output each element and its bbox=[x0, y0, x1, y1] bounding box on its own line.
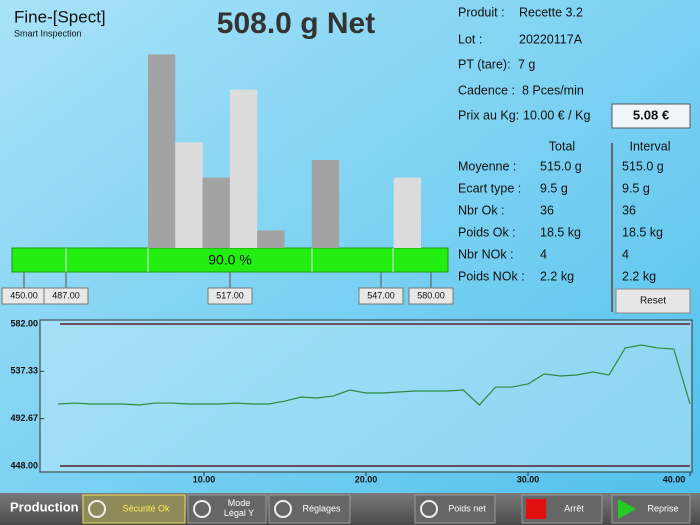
x-tick-label: 10.00 bbox=[193, 474, 216, 484]
tagline: Smart Inspection bbox=[14, 28, 82, 38]
button-label: Mode Légal Y bbox=[224, 498, 254, 518]
stats-label: Poids Ok : bbox=[458, 225, 516, 239]
stop-icon bbox=[526, 499, 546, 519]
ok-ratio: 90.0 % bbox=[208, 252, 252, 268]
limit-label: 580.00 bbox=[417, 290, 445, 300]
histogram-bar bbox=[175, 142, 203, 248]
stats-label: Nbr Ok : bbox=[458, 203, 505, 217]
histogram-bar bbox=[311, 160, 340, 248]
limit-box bbox=[358, 287, 404, 305]
reset-label: Reset bbox=[640, 296, 666, 307]
play-icon bbox=[618, 499, 636, 519]
y-tick-label: 448.00 bbox=[10, 460, 38, 470]
toolbar-button[interactable] bbox=[268, 494, 351, 524]
toolbar-button[interactable] bbox=[611, 494, 691, 524]
stats-label: Ecart type : bbox=[458, 181, 521, 195]
stats-label: Poids NOk : bbox=[458, 269, 525, 283]
info-label: Lot : bbox=[458, 32, 482, 46]
mode: Production bbox=[10, 499, 79, 514]
button-label: Arrêt bbox=[564, 503, 584, 513]
button-label: Réglages bbox=[302, 503, 341, 513]
button-icon bbox=[420, 500, 438, 518]
button-icon bbox=[88, 500, 106, 518]
stats-interval: 36 bbox=[622, 203, 636, 217]
stats-total: 36 bbox=[540, 203, 554, 217]
net-weight: 508.0 g Net bbox=[217, 7, 375, 40]
button-label: Poids net bbox=[448, 503, 486, 513]
x-tick-label: 30.00 bbox=[517, 474, 540, 484]
info-value: 8 Pces/min bbox=[522, 83, 584, 97]
button-label: Reprise bbox=[647, 503, 678, 513]
limit-box bbox=[408, 287, 454, 305]
toolbar-button[interactable] bbox=[187, 494, 267, 524]
limit-label: 517.00 bbox=[216, 290, 244, 300]
stats-total: 18.5 kg bbox=[540, 225, 581, 239]
logo: Fine-[Spect] bbox=[14, 7, 106, 26]
stats-interval: 515.0 g bbox=[622, 159, 664, 173]
info-label: PT (tare): bbox=[458, 57, 511, 71]
info-label: Cadence : bbox=[458, 83, 515, 97]
limit-label: 547.00 bbox=[367, 290, 395, 300]
stats-label: Nbr NOk : bbox=[458, 247, 514, 261]
price-box bbox=[611, 103, 691, 129]
stats-interval: 9.5 g bbox=[622, 181, 650, 195]
stats-interval: 2.2 kg bbox=[622, 269, 656, 283]
info-value: 20220117A bbox=[519, 32, 583, 46]
weight-line bbox=[58, 344, 691, 406]
stats-interval: 18.5 kg bbox=[622, 225, 663, 239]
stats-total: 515.0 g bbox=[540, 159, 582, 173]
histogram-bar bbox=[202, 177, 230, 248]
limit-box bbox=[207, 287, 253, 305]
histogram-bar bbox=[257, 230, 285, 248]
stats-label: Moyenne : bbox=[458, 159, 516, 173]
info-value: 10.00 € / Kg bbox=[523, 108, 590, 122]
histogram-bar bbox=[393, 177, 421, 248]
info-value: Recette 3.2 bbox=[519, 5, 583, 19]
reset-button[interactable] bbox=[615, 288, 691, 314]
info-label: Produit : bbox=[458, 5, 505, 19]
button-icon bbox=[274, 500, 292, 518]
y-tick-label: 492.67 bbox=[10, 413, 38, 423]
y-tick-label: 537.33 bbox=[10, 366, 38, 376]
histogram-bar bbox=[148, 54, 176, 249]
histogram-bar bbox=[229, 89, 258, 248]
stats-total: 2.2 kg bbox=[540, 269, 574, 283]
info-label: Prix au Kg: bbox=[458, 108, 519, 122]
limit-box bbox=[43, 287, 89, 305]
stats-total: 9.5 g bbox=[540, 181, 568, 195]
button-label: Sécurité Ok bbox=[122, 503, 170, 513]
stats-header: Total bbox=[549, 139, 575, 153]
y-tick-label: 582.00 bbox=[10, 318, 38, 328]
stats-interval: 4 bbox=[622, 247, 629, 261]
button-icon bbox=[193, 500, 211, 518]
toolbar-button[interactable] bbox=[82, 494, 186, 524]
stats-header: Interval bbox=[630, 139, 671, 153]
limit-label: 487.00 bbox=[52, 290, 80, 300]
x-tick-label: 20.00 bbox=[355, 474, 378, 484]
x-tick-label: 40.00 bbox=[663, 474, 686, 484]
info-value: 7 g bbox=[518, 57, 535, 71]
plot-area bbox=[39, 319, 693, 473]
price: 5.08 € bbox=[633, 107, 669, 122]
toolbar-button[interactable] bbox=[414, 494, 496, 524]
limit-label: 450.00 bbox=[10, 290, 38, 300]
stats-total: 4 bbox=[540, 247, 547, 261]
